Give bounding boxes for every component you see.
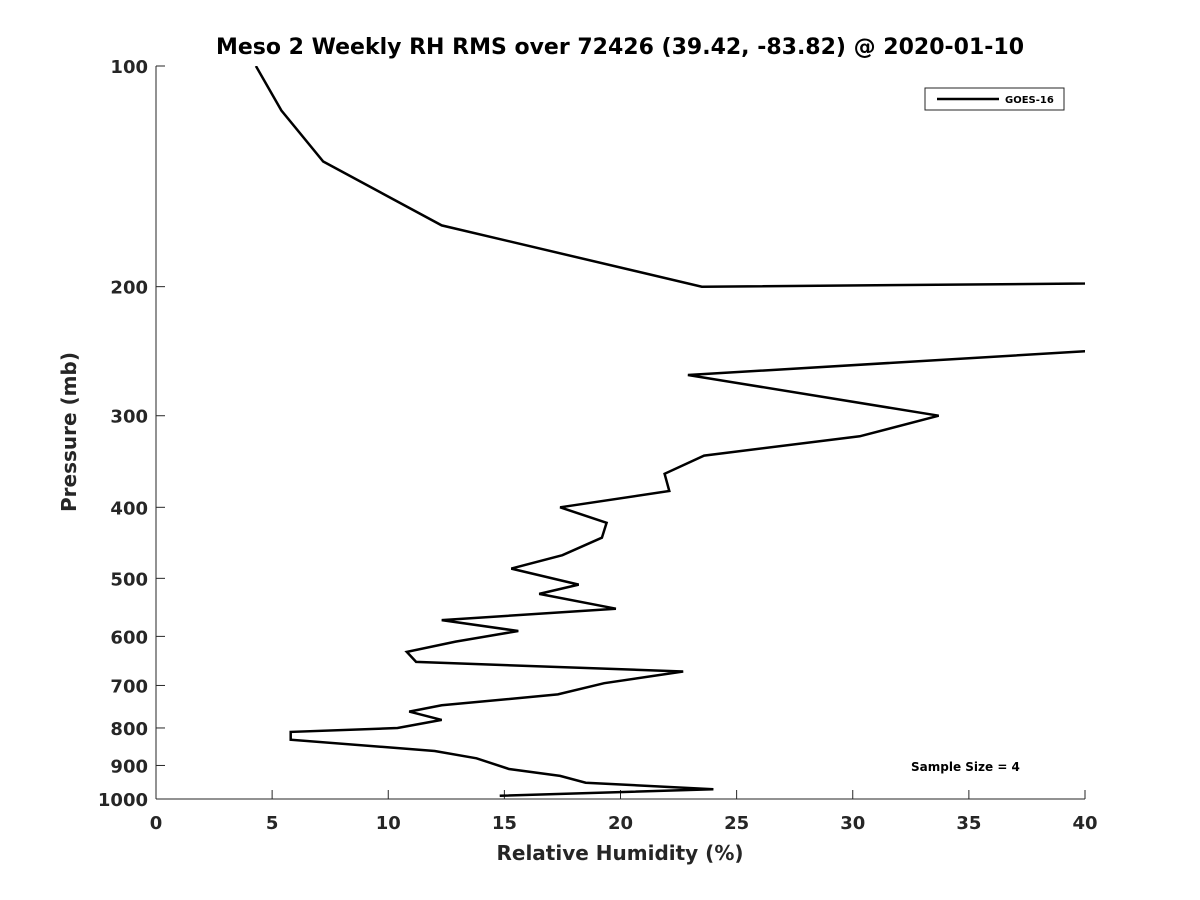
y-tick-label: 300 [110, 407, 148, 428]
y-tick-label: 200 [110, 278, 148, 299]
y-tick-label: 100 [110, 57, 148, 78]
y-tick-label: 800 [110, 719, 148, 740]
x-tick-label: 15 [492, 813, 517, 834]
chart-title: Meso 2 Weekly RH RMS over 72426 (39.42, … [216, 35, 1024, 60]
x-axis-ticks: 0 5 10 15 20 25 30 35 40 [150, 790, 1098, 834]
x-tick-label: 35 [956, 813, 981, 834]
x-tick-label: 0 [150, 813, 163, 834]
y-tick-label: 700 [110, 676, 148, 697]
x-tick-label: 30 [840, 813, 865, 834]
x-tick-label: 20 [608, 813, 633, 834]
x-tick-label: 10 [376, 813, 401, 834]
x-tick-label: 25 [724, 813, 749, 834]
sample-size-annotation: Sample Size = 4 [911, 760, 1020, 774]
y-axis-label: Pressure (mb) [57, 352, 81, 512]
y-axis-ticks: 100 200 300 400 500 600 700 800 900 1000 [98, 57, 165, 811]
legend-entry-goes16: GOES-16 [1005, 95, 1054, 106]
axes-box [155, 66, 1085, 800]
x-axis-label: Relative Humidity (%) [496, 841, 743, 865]
y-tick-label: 600 [110, 627, 148, 648]
x-tick-label: 40 [1072, 813, 1097, 834]
x-tick-label: 5 [266, 813, 279, 834]
legend: GOES-16 [924, 87, 1065, 111]
series-line-goes16 [254, 66, 1085, 798]
y-tick-label: 400 [110, 498, 148, 519]
y-tick-label: 1000 [98, 790, 148, 811]
y-tick-label: 900 [110, 756, 148, 777]
y-tick-label: 500 [110, 569, 148, 590]
